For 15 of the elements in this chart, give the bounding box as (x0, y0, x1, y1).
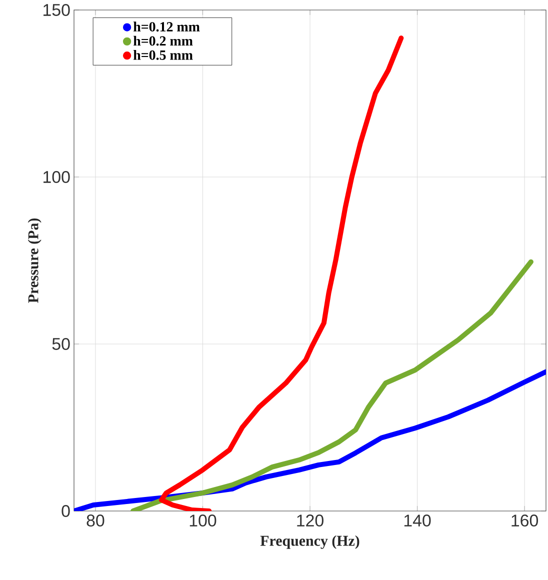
x-tick-label: 80 (86, 514, 104, 527)
x-tick-label: 160 (512, 514, 538, 527)
line-series (130, 259, 534, 511)
legend-label: h=0.12 mm (133, 22, 200, 32)
legend-label: h=0.5 mm (133, 50, 193, 60)
y-tick-label: 50 (52, 338, 70, 350)
y-tick-label: 150 (44, 4, 70, 16)
x-axis-title: Frequency (Hz) (260, 535, 360, 549)
y-tick-label: 0 (62, 505, 70, 517)
y-tick-label: 100 (44, 171, 70, 183)
y-axis-title: Pressure (Pa) (28, 218, 42, 303)
x-tick-label: 140 (404, 514, 431, 527)
legend-label: h=0.2 mm (133, 36, 193, 46)
x-tick-label: 120 (297, 514, 324, 527)
x-tick-label: 100 (190, 514, 216, 527)
